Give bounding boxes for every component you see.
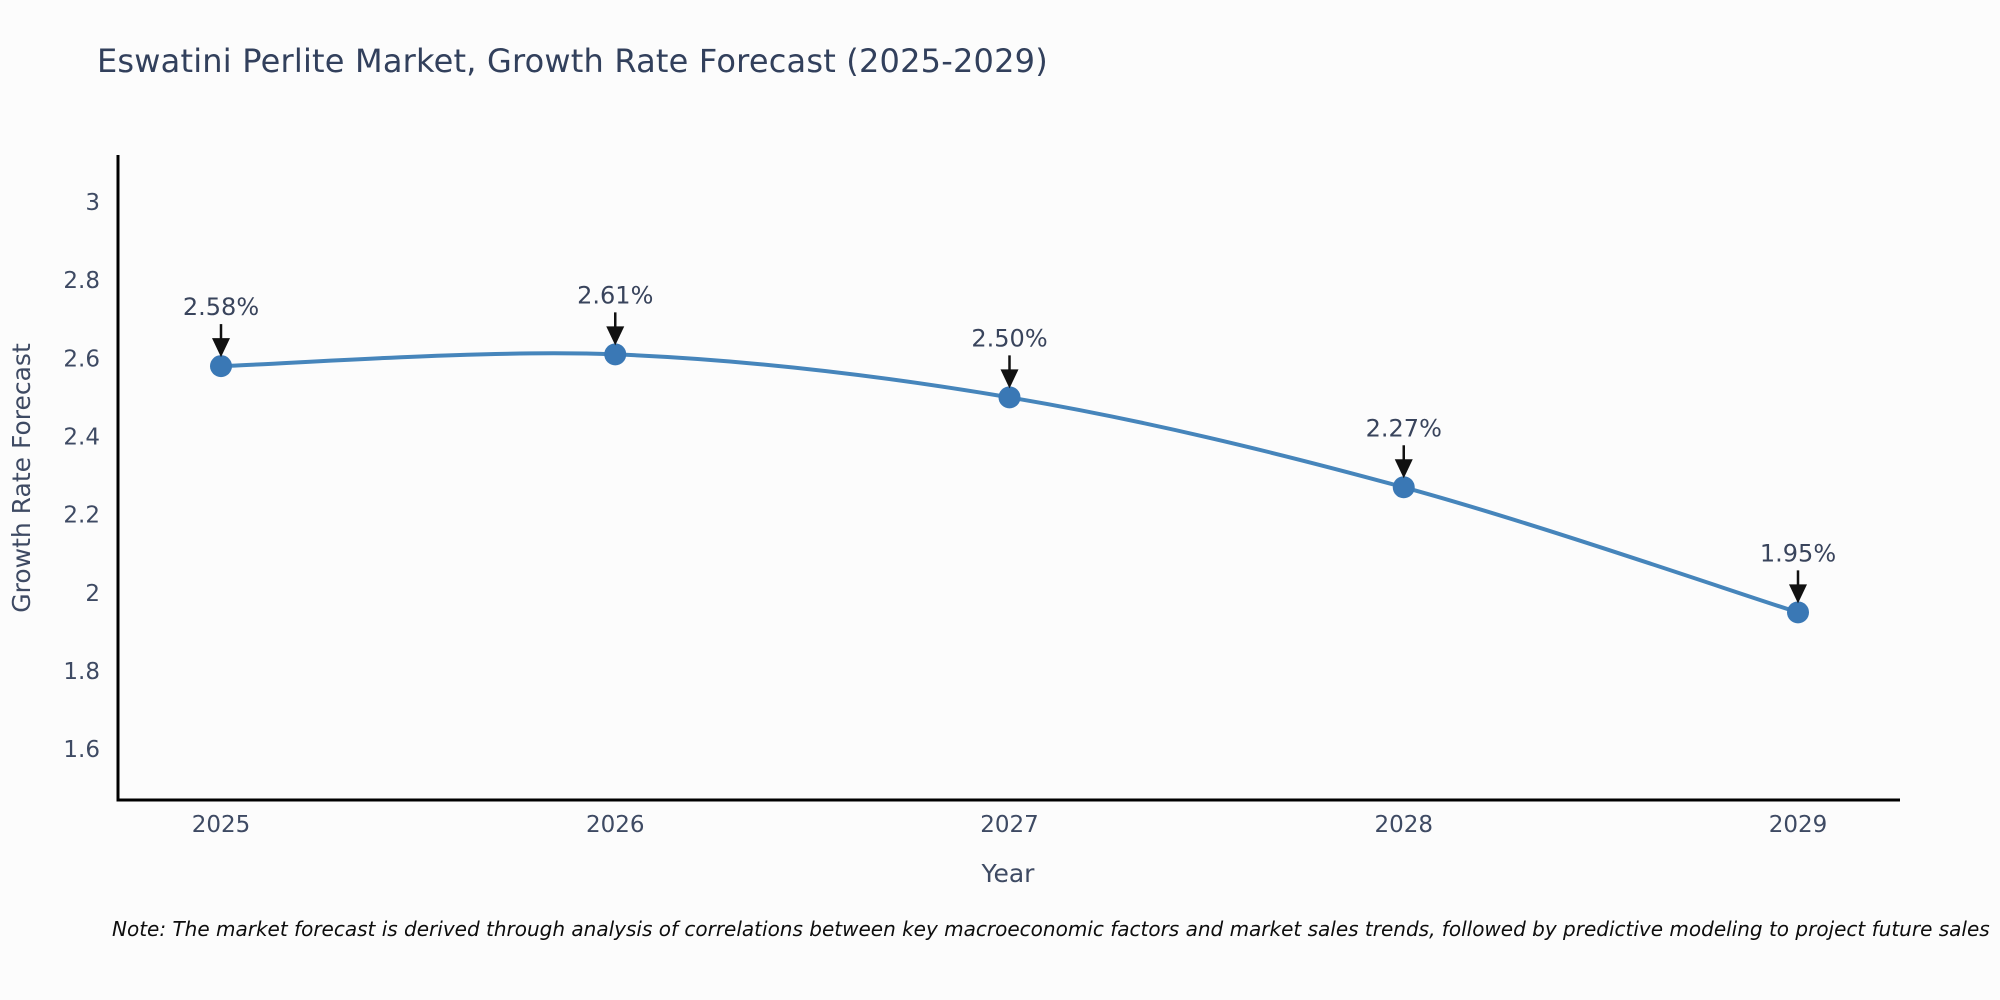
x-tick-label: 2029 [1769,812,1828,838]
y-tick-label: 3 [85,190,100,216]
y-tick-label: 2.2 [63,503,100,529]
data-point-marker [998,386,1021,409]
y-tick-label: 2.4 [63,424,100,450]
annotation-arrowhead [212,338,230,358]
data-point-marker [210,355,232,378]
annotation-arrowhead [1000,369,1019,389]
x-tick-label: 2028 [1374,812,1433,838]
annotation-arrowhead [1789,584,1807,604]
data-point-marker [1787,601,1809,624]
x-tick-label: 2025 [192,812,251,838]
data-point-label: 2.61% [577,281,653,309]
annotation-arrowhead [606,326,625,346]
data-point-label: 2.58% [183,293,259,321]
footnote: Note: The market forecast is derived thr… [112,917,1990,941]
y-tick-label: 1.6 [63,737,100,763]
data-point-marker [1392,476,1415,499]
y-tick-label: 2 [85,581,100,607]
x-tick-label: 2026 [586,812,645,838]
data-point-label: 1.95% [1760,539,1836,567]
x-axis-title: Year [981,859,1036,888]
data-point-label: 2.50% [971,324,1047,352]
y-tick-label: 1.8 [63,659,100,685]
y-tick-label: 2.6 [63,346,100,372]
chart-title: Eswatini Perlite Market, Growth Rate For… [97,42,1048,80]
annotation-arrowhead [1394,459,1413,479]
y-tick-label: 2.8 [63,268,100,294]
data-point-label: 2.27% [1366,414,1442,442]
data-point-marker [604,343,627,366]
x-tick-label: 2027 [980,812,1039,838]
y-axis-title: Growth Rate Forecast [7,343,36,613]
